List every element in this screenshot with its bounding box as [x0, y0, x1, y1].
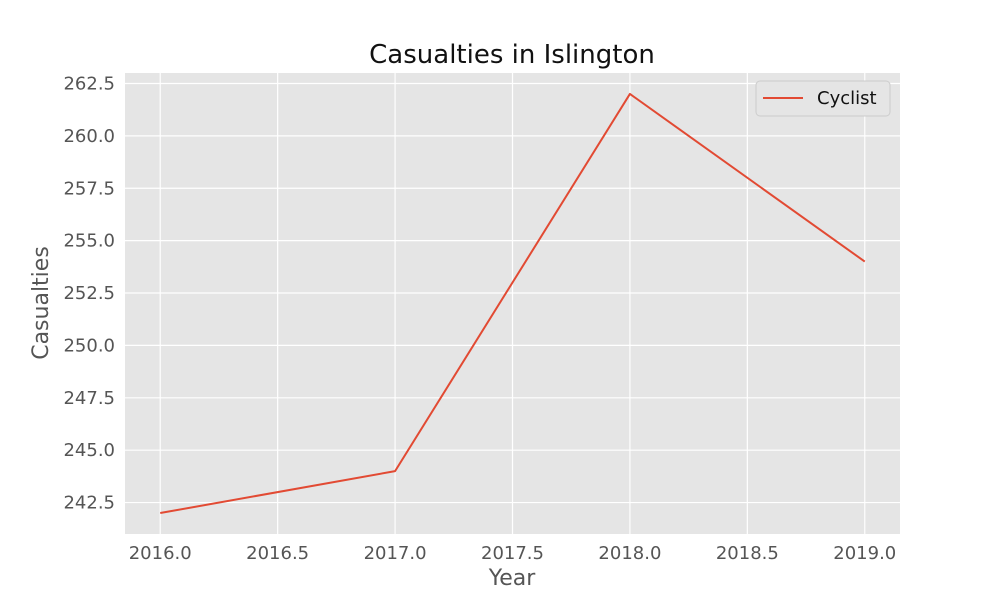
legend-box	[755, 80, 891, 117]
y-tick-label: 257.5	[63, 178, 115, 199]
y-tick-label: 242.5	[63, 493, 115, 514]
grid-lines	[125, 73, 900, 534]
x-tick-label: 2016.0	[129, 543, 192, 564]
x-tick-label: 2018.5	[716, 543, 779, 564]
x-tick-label: 2017.0	[364, 543, 427, 564]
chart-title: Casualties in Islington	[369, 40, 655, 70]
legend: Cyclist	[755, 80, 891, 117]
series-line-cyclist	[160, 92, 866, 515]
y-tick-label: 252.5	[63, 283, 115, 304]
legend-label-cyclist: Cyclist	[817, 88, 877, 109]
x-tick-label: 2018.0	[598, 543, 661, 564]
y-axis-title: Casualties	[29, 246, 54, 360]
y-tick-label: 260.0	[63, 126, 115, 147]
series-layer	[160, 92, 866, 515]
y-tick-label: 245.0	[63, 440, 115, 461]
x-tick-label: 2016.5	[246, 543, 309, 564]
y-tick-labels: 242.5 245.0 247.5 250.0 252.5 255.0 257.5 260.0…	[63, 73, 115, 513]
y-tick-label: 247.5	[63, 388, 115, 409]
y-tick-label: 262.5	[63, 73, 115, 94]
x-tick-labels: 2016.0 2016.5 2017.0 2017.5 2018.0 2018.5 2019…	[129, 543, 897, 564]
y-tick-label: 250.0	[63, 335, 115, 356]
x-axis-title: Year	[488, 566, 537, 591]
x-tick-label: 2019.0	[833, 543, 896, 564]
y-tick-label: 255.0	[63, 231, 115, 252]
x-tick-label: 2017.5	[481, 543, 544, 564]
